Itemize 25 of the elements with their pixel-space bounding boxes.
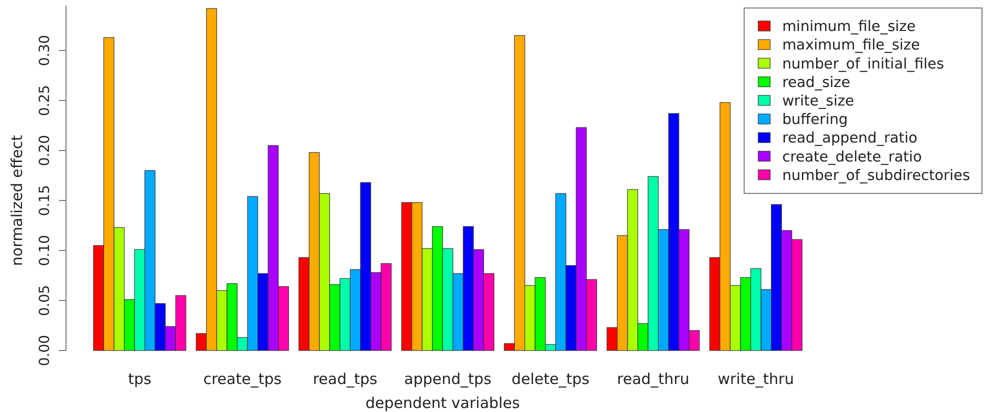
legend-label: number_of_initial_files: [782, 56, 944, 72]
y-tick-label: 0.15: [36, 184, 53, 216]
x-axis-title: dependent variables: [366, 394, 520, 412]
legend-label: buffering: [782, 112, 848, 128]
x-tick-label: create_tps: [203, 370, 282, 388]
legend-label: create_delete_ratio: [782, 149, 922, 166]
x-tick-label: write_thru: [718, 370, 794, 388]
y-tick-label: 0.30: [36, 34, 53, 66]
legend-label: maximum_file_size: [782, 38, 920, 54]
y-tick-label: 0.05: [36, 284, 53, 316]
legend-label: read_append_ratio: [782, 130, 918, 147]
x-tick-label: read_thru: [617, 370, 690, 388]
legend-label: write_size: [782, 93, 854, 110]
x-tick-label: delete_tps: [511, 370, 590, 388]
x-tick-label: append_tps: [404, 370, 492, 388]
y-tick-label: 0.00: [36, 334, 53, 366]
legend-label: number_of_subdirectories: [782, 168, 970, 184]
y-tick-label: 0.20: [36, 134, 53, 166]
x-tick-label: tps: [128, 370, 152, 388]
legend-label: read_size: [782, 74, 850, 91]
y-tick-label: 0.10: [36, 234, 53, 266]
x-tick-label: read_tps: [312, 370, 378, 388]
y-tick-label: 0.25: [36, 84, 53, 116]
legend-label: minimum_file_size: [782, 19, 916, 36]
y-axis-title: normalized effect: [8, 134, 26, 266]
